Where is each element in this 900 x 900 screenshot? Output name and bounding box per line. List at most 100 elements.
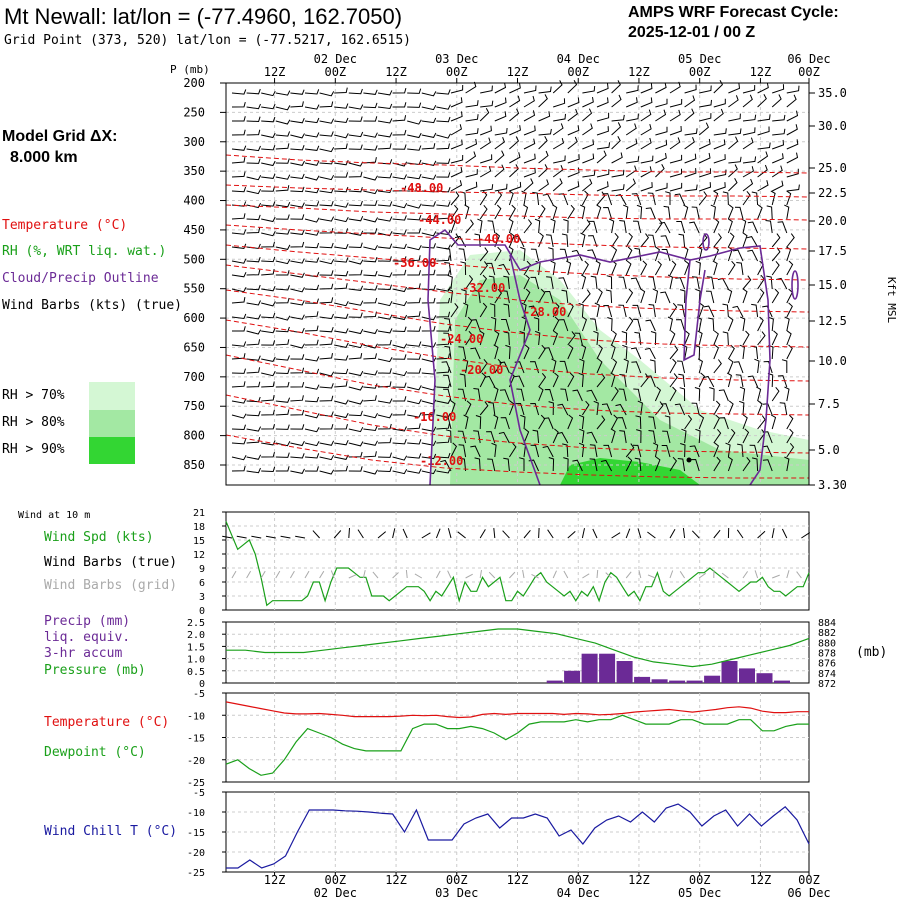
wind-barb (632, 444, 642, 458)
wind-barb (669, 260, 677, 276)
wind-barb (246, 256, 261, 263)
wind-barb (519, 331, 525, 346)
wind-barb (786, 152, 799, 164)
wind10m-title: Wind at 10 m (18, 510, 91, 521)
wind-barb (488, 401, 496, 416)
temperature-panel-label: Temperature (°C) (44, 715, 170, 730)
wind-barb (550, 260, 556, 276)
wind-barb (290, 381, 305, 388)
wind-barb (392, 370, 408, 377)
wind-barb (491, 442, 497, 458)
wind-barb (421, 269, 436, 276)
wind-barb (640, 109, 652, 122)
wind-barb (679, 289, 686, 304)
wind-barb (246, 103, 261, 110)
wind-barb (246, 314, 261, 320)
wind-barb (421, 315, 437, 321)
wind-barb (587, 249, 598, 262)
wind-barb (786, 184, 800, 192)
wind-barb (582, 170, 596, 178)
wind-barb (594, 302, 600, 318)
surface-wind-barb (637, 528, 642, 539)
wind-barb (377, 339, 392, 346)
wind-barb (246, 145, 261, 152)
wind-barb (550, 218, 556, 234)
wind-barb (377, 118, 393, 124)
wind-barb (436, 187, 451, 193)
wind-barb (596, 83, 609, 94)
wind-barb (290, 101, 304, 108)
wind-barb (473, 388, 481, 402)
wind-barb (261, 395, 275, 402)
wind-barb (363, 175, 378, 181)
wind-barb (490, 316, 497, 332)
wind-barb (475, 415, 482, 430)
wind-barb (633, 388, 642, 402)
pressure-unit-label: (mb) (856, 645, 888, 660)
wind-barb (757, 400, 763, 416)
wind-barb (691, 206, 700, 220)
wind-barb (480, 100, 494, 108)
wind-barb (523, 138, 536, 150)
wind-barb (443, 332, 452, 346)
wind-barb (699, 168, 712, 178)
wind-barb (648, 276, 656, 290)
wind-barb (695, 260, 701, 276)
wind-barb (363, 157, 377, 164)
wind-barb (640, 182, 653, 192)
wind-barb (777, 375, 788, 388)
wind-barb (742, 428, 750, 444)
wind-barb (754, 358, 760, 374)
wind-barb (334, 159, 349, 166)
wind-barb (786, 85, 800, 94)
wind-barb (786, 94, 797, 108)
wind-barb (596, 150, 607, 164)
wind-barb (618, 304, 627, 318)
wind-barb (611, 386, 619, 402)
wind-barb (479, 190, 488, 206)
wind-barb (275, 258, 291, 265)
kft-tick-label: 17.5 (818, 244, 847, 258)
wind-barb (561, 289, 569, 304)
wind-barb (304, 175, 320, 181)
wind-barb (648, 304, 656, 318)
wind-barb (538, 386, 544, 402)
wind-barb (640, 83, 653, 94)
wind-barb (611, 80, 621, 94)
wind-barb (611, 260, 617, 276)
wind-barb (392, 229, 407, 235)
wind-barb (304, 217, 320, 223)
grid-wind-barb (522, 570, 525, 579)
wind-barb (722, 191, 729, 206)
precip-bar (651, 679, 668, 683)
wind-barb (363, 343, 378, 349)
wind-barb (480, 125, 492, 136)
wind-barb (290, 258, 305, 264)
wind-barb (699, 113, 712, 122)
wind-barb (567, 344, 574, 360)
surface-wind-barb (447, 528, 452, 539)
wind-barb (363, 469, 378, 475)
wind-barb (407, 368, 422, 374)
temperature-contour (225, 154, 810, 174)
wind-barb (684, 414, 693, 430)
wind-barb (450, 111, 463, 122)
surface-wind-barb (280, 535, 291, 539)
wind-barb (727, 400, 734, 416)
wind-barb (674, 403, 686, 416)
surface-wind-barb (236, 535, 247, 539)
wind-barb (392, 286, 408, 293)
wind-barb (771, 180, 784, 192)
wind-barb (538, 344, 546, 360)
wind-barb (477, 218, 483, 234)
windchill-tick-label: -5 (193, 788, 205, 799)
wind-barb (261, 145, 276, 151)
wind-barb (261, 173, 276, 179)
wind-barb (363, 297, 378, 304)
wind-barb (757, 204, 763, 220)
wind-barb (407, 88, 422, 94)
wind-barb (637, 400, 643, 416)
wind-barb (232, 326, 246, 332)
wind-barb (450, 204, 459, 220)
